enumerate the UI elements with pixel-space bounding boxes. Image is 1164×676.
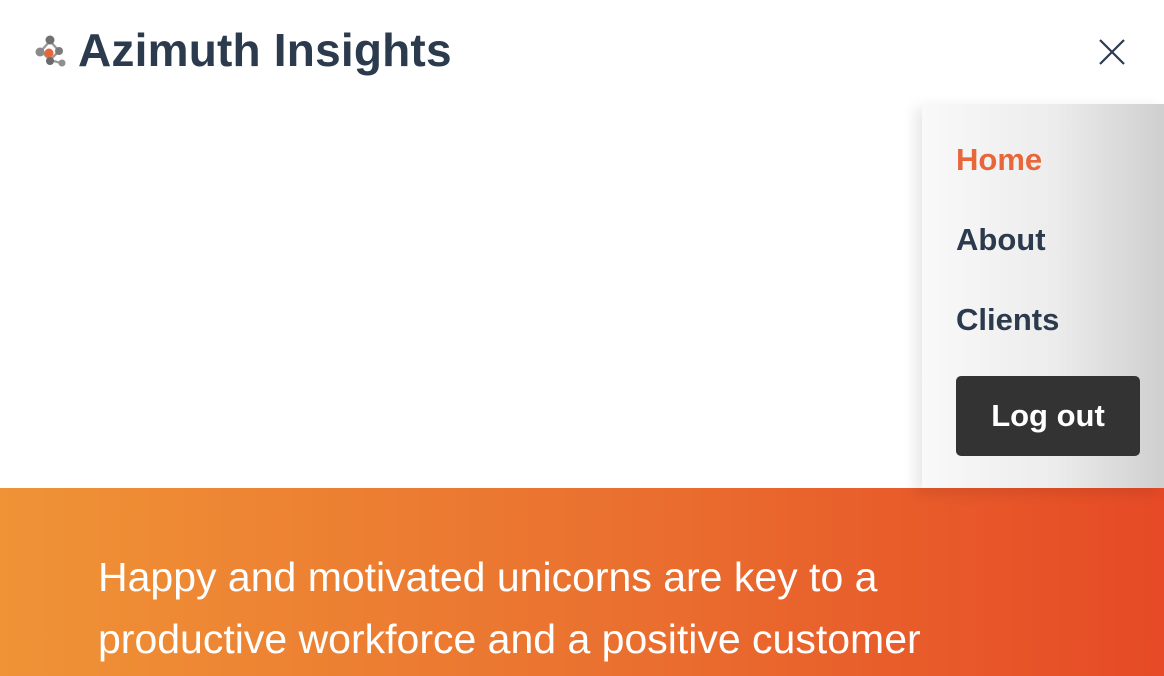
brand-name: Azimuth Insights bbox=[78, 24, 452, 76]
hero-text: Happy and motivated unicorns are key to … bbox=[98, 554, 921, 662]
menu-item-about[interactable]: About bbox=[956, 222, 1046, 257]
brand-home-link[interactable]: Azimuth Insights bbox=[32, 22, 452, 78]
molecule-logo-icon bbox=[35, 35, 66, 67]
nav-dropdown-menu: Home About Clients Log out bbox=[922, 104, 1164, 488]
logout-button[interactable]: Log out bbox=[956, 376, 1140, 456]
close-menu-button[interactable] bbox=[1092, 32, 1132, 72]
menu-item-home[interactable]: Home bbox=[956, 142, 1043, 177]
top-header: Azimuth Insights bbox=[0, 0, 1164, 104]
menu-item-clients[interactable]: Clients bbox=[956, 302, 1060, 337]
close-icon bbox=[1099, 39, 1125, 65]
hero-banner: Happy and motivated unicorns are key to … bbox=[0, 488, 1164, 676]
